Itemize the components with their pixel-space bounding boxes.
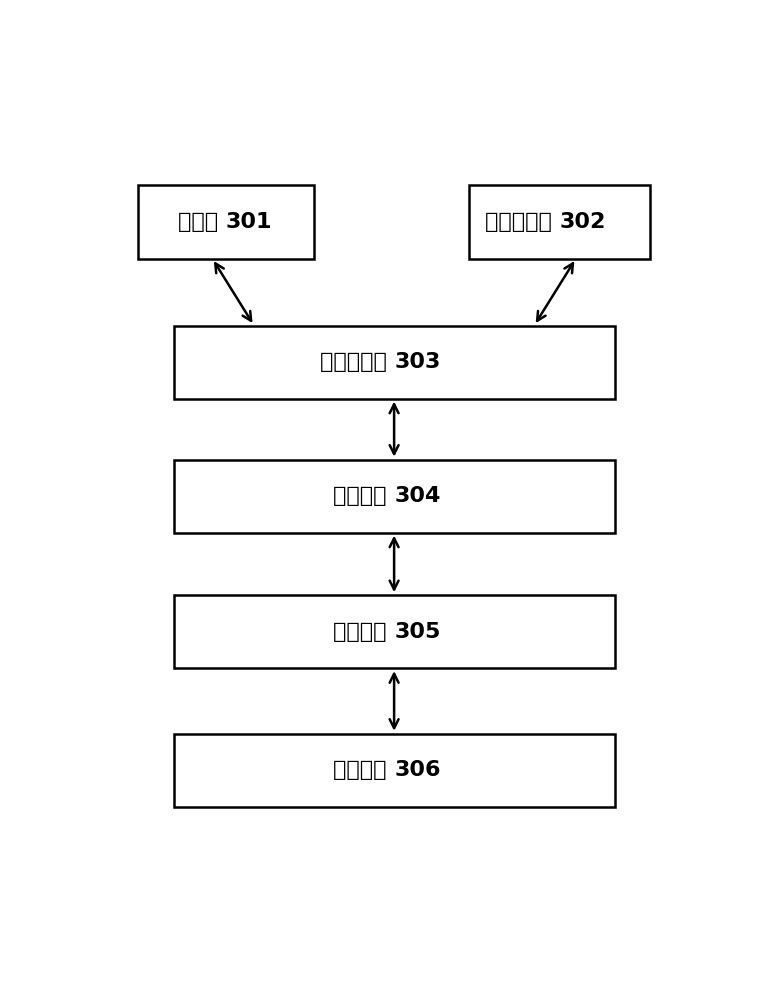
Text: 数据处理器: 数据处理器 (320, 352, 394, 372)
FancyBboxPatch shape (174, 326, 614, 399)
Text: 302: 302 (560, 212, 606, 232)
Text: 对比单元: 对比单元 (334, 622, 394, 642)
Text: 301: 301 (226, 212, 272, 232)
Text: 报警装置: 报警装置 (334, 760, 394, 780)
FancyBboxPatch shape (174, 460, 614, 533)
FancyBboxPatch shape (174, 595, 614, 668)
FancyBboxPatch shape (468, 185, 651, 259)
FancyBboxPatch shape (174, 734, 614, 807)
Text: 处理单元: 处理单元 (334, 486, 394, 506)
Text: 305: 305 (394, 622, 441, 642)
Text: 计时器: 计时器 (178, 212, 226, 232)
Text: 303: 303 (394, 352, 441, 372)
Text: 温度采集器: 温度采集器 (485, 212, 560, 232)
FancyBboxPatch shape (138, 185, 314, 259)
Text: 306: 306 (394, 760, 441, 780)
Text: 304: 304 (394, 486, 441, 506)
